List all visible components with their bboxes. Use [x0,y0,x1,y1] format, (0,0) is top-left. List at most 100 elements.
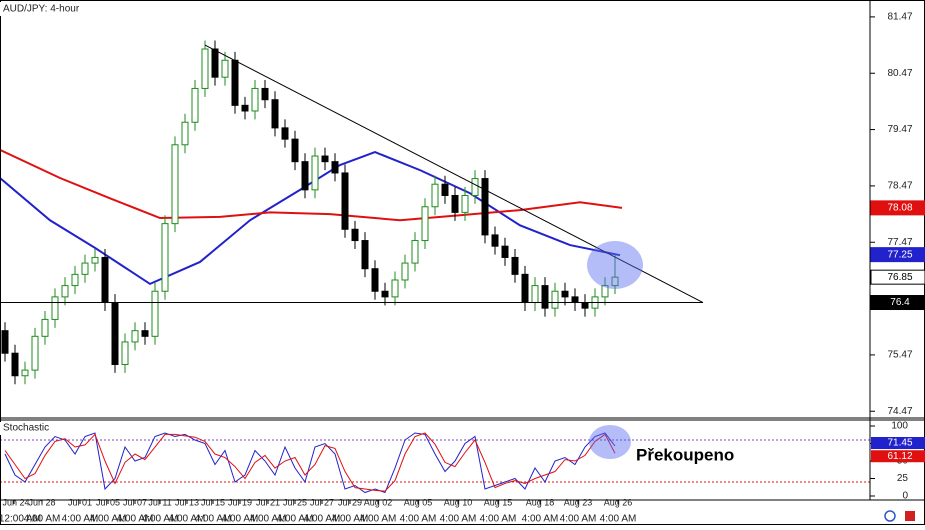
candle-body [391,279,399,298]
y-tick-label: 81.47 [887,12,912,23]
candle-body [191,87,199,123]
candle-body [261,87,269,101]
stochastic-label: 61.12 [887,451,912,462]
y-tick-label: 80.47 [887,68,912,79]
x-tick-label: Jul 11 [148,497,171,507]
candle-body [381,290,389,298]
x-tick-label: Aug 26 [604,497,633,507]
candle-body [1,330,9,354]
x-tick-label: Aug 05 [404,497,433,507]
price-panel [0,40,704,385]
highlight-circle [589,425,631,459]
x-time-label: 4:00 AM [142,514,179,525]
icon[interactable] [884,510,896,522]
icon[interactable] [905,511,915,521]
candle-body [471,178,479,196]
candle-body [281,127,289,140]
x-tick-label: Aug 15 [484,497,513,507]
candle-body [571,296,579,304]
candle-body [431,183,439,208]
x-tick-label: Jul 29 [338,497,362,507]
x-time-label: 4:00 AM [304,514,341,525]
x-tick-label: Jul 27 [310,497,334,507]
panel-title-bg [0,422,43,435]
x-tick-label: Jul 15 [201,497,225,507]
candle-body [171,144,179,225]
candle-body [341,172,349,230]
price-label: 76.85 [887,272,912,283]
price-label-box [870,200,925,216]
x-time-label: 4:00 AM [277,514,314,525]
x-tick-label: Jul 05 [96,497,120,507]
candle-body [161,223,169,292]
stochastic-line [4,432,616,492]
title-bg [0,2,72,16]
candle-body [521,273,529,304]
y-tick-label: 100 [891,421,908,432]
candle-body [361,240,369,270]
y-tick-label: 78.47 [887,181,912,192]
x-time-label: 4:00 AM [480,514,517,525]
x-time-label: 4:00 AM [360,514,397,525]
candle-body [61,285,69,298]
x-tick-label: Aug 02 [364,497,393,507]
x-time-label: 4:00 AM [522,514,559,525]
candle-body [311,155,319,191]
candle-body [421,206,429,242]
candle-body [481,178,489,236]
candle-body [201,48,209,89]
candle-body [91,256,99,264]
x-time-label: 4:00 AM [90,514,127,525]
x-time-label: 4:00 AM [400,514,437,525]
candle-body [271,99,279,129]
candle-body [251,87,259,112]
x-time-label: 4:00 AM [222,514,259,525]
candle-body [331,161,339,174]
candle-body [21,369,29,377]
y-tick-label: 0 [902,491,908,502]
price-label-box [870,295,925,311]
x-tick-label: Aug 18 [526,497,555,507]
price-label: 76.4 [890,297,910,308]
candle-body [141,330,149,337]
price-label-box [870,247,925,263]
candle-body [101,256,109,304]
x-time-label: 4:00 AM [600,514,637,525]
candle-body [241,104,249,112]
candle-body [71,273,79,287]
candle-body [541,285,549,309]
candle-body [611,276,619,287]
x-tick-label: Aug 23 [564,497,593,507]
y-tick-label: 79.47 [887,124,912,135]
candle-body [301,161,309,191]
chart-title: AUD/JPY: 4-hour [3,4,80,15]
x-tick-label: Aug 10 [444,497,473,507]
stochastic-line [4,432,616,494]
candle-body [411,240,419,264]
x-tick-label: Jul 07 [123,497,147,507]
y-tick-label: 75.47 [887,350,912,361]
moving-average [0,151,621,286]
x-time-label: 4:00 AM [195,514,232,525]
candle-body [351,228,359,242]
x-time-label: 4:00 AM [560,514,597,525]
x-tick-label: Jun 24 [2,497,29,507]
x-time-label: 12:00 AM [0,514,41,525]
stochastic-panel [0,432,870,494]
candle-body [601,285,609,298]
candle-body [441,183,449,196]
x-tick-label: Jul 19 [228,497,252,507]
annotation: Překoupeno [636,445,734,464]
highlight-circle [587,241,643,289]
trendline [204,44,704,303]
icons [884,510,915,522]
candle-body [581,302,589,309]
candle-body [211,48,219,78]
x-time-label: 4:00 AM [24,514,61,525]
candle-body [501,245,509,258]
candle-body [461,194,469,213]
candle-body [81,262,89,275]
y-tick-label: 25 [897,473,909,484]
candle-body [31,335,39,371]
